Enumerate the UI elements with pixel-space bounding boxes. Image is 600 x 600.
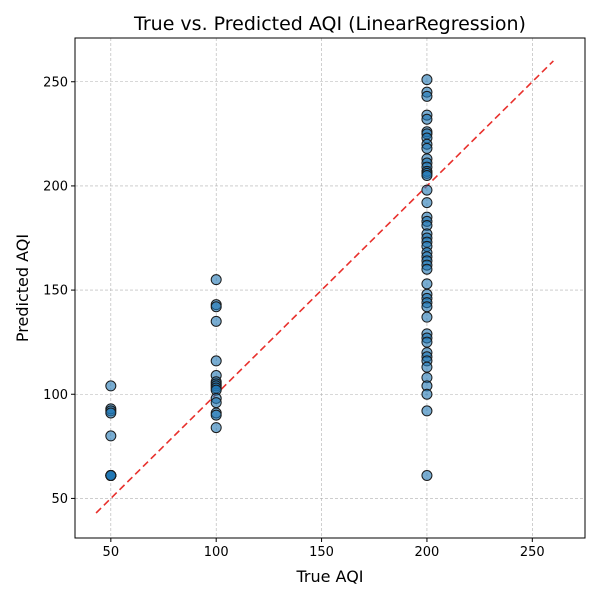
data-point: [421, 142, 433, 154]
data-point: [421, 311, 433, 323]
data-point: [421, 470, 433, 481]
y-tick-label: 100: [43, 388, 68, 403]
x-tick-label: 100: [204, 545, 229, 560]
y-tick-label: 250: [43, 75, 68, 90]
data-point: [421, 278, 433, 290]
data-point: [421, 301, 433, 313]
x-tick-label: 150: [309, 545, 334, 560]
data-point: [421, 361, 433, 373]
x-tick-label: 200: [415, 545, 440, 560]
y-tick-label: 200: [43, 179, 68, 194]
data-point: [421, 74, 433, 86]
data-point: [105, 430, 117, 442]
data-point: [421, 388, 433, 400]
data-point: [210, 274, 222, 286]
x-tick-label: 50: [103, 545, 120, 560]
x-axis-label: True AQI: [295, 567, 363, 586]
data-point: [421, 405, 433, 417]
y-axis-label: Predicted AQI: [13, 234, 32, 342]
data-point: [421, 263, 433, 275]
data-point: [210, 397, 222, 409]
plot-frame: [74, 37, 586, 539]
data-point: [421, 336, 433, 348]
data-point: [421, 197, 433, 209]
chart-title: True vs. Predicted AQI (LinearRegression…: [133, 13, 526, 35]
data-point: [210, 301, 222, 313]
y-tick-label: 150: [43, 284, 68, 299]
data-point: [210, 422, 222, 434]
data-point: [210, 315, 222, 327]
data-point: [210, 409, 222, 421]
reference-line: [95, 60, 554, 514]
data-point: [421, 90, 433, 102]
data-point: [421, 184, 433, 196]
data-point: [210, 355, 222, 367]
data-point: [105, 470, 117, 481]
data-point: [105, 407, 117, 419]
data-point: [421, 170, 433, 181]
data-points: [105, 74, 433, 481]
x-tick-label: 250: [520, 545, 545, 560]
data-point: [421, 113, 433, 125]
y-axis-ticks: 50 100 150 200 250: [43, 75, 75, 507]
x-axis-ticks: 50 100 150 200 250: [103, 538, 545, 560]
y-tick-label: 50: [51, 492, 68, 507]
reference-line-group: [95, 60, 554, 514]
data-point: [105, 380, 117, 392]
